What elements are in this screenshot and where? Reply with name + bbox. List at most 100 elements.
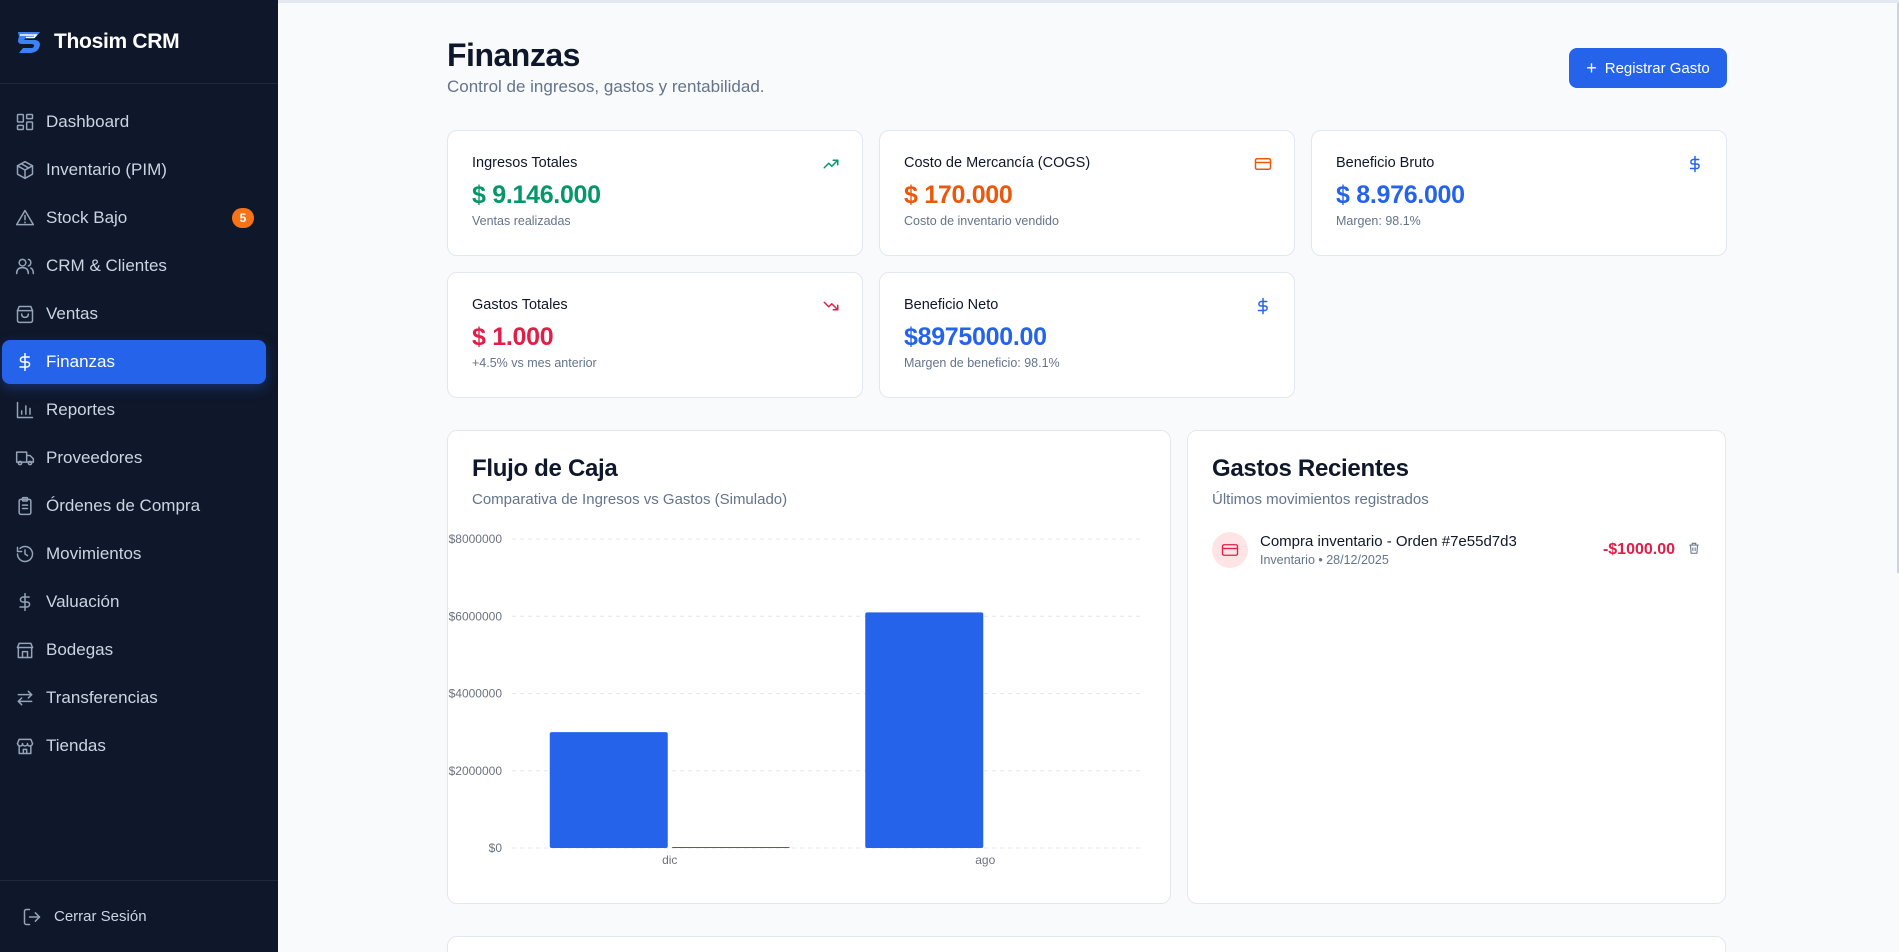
cashflow-card: Flujo de Caja Comparativa de Ingresos vs… [447,430,1171,904]
sidebar-item-inventario[interactable]: Inventario (PIM) [2,148,266,192]
users-icon [14,255,36,277]
sidebar-item-label: Órdenes de Compra [46,496,201,515]
package-icon [14,159,36,181]
logout-button[interactable]: Cerrar Sesión [0,880,278,952]
stat-value: $ 170.000 [904,181,1013,209]
brand[interactable]: Thosim CRM [0,0,278,84]
logout-icon [23,908,41,925]
sidebar-item-finanzas[interactable]: Finanzas [2,340,266,384]
chart-y-tick-label: $6000000 [449,609,503,623]
sidebar-item-label: Reportes [46,400,115,419]
stat-note: +4.5% vs mes anterior [472,356,597,370]
recent-expenses-card: Gastos Recientes Últimos movimientos reg… [1187,430,1726,904]
expense-amount: -$1000.00 [1602,541,1675,558]
dollar-icon [14,351,36,373]
sidebar-item-label: Transferencias [46,688,158,707]
stat-note: Costo de inventario vendido [904,214,1059,228]
bottom-card [447,936,1726,952]
history-icon [14,543,36,565]
sidebar-item-proveedores[interactable]: Proveedores [2,436,266,480]
chart-y-tick-label: $2000000 [449,764,503,778]
cashflow-subtitle: Comparativa de Ingresos vs Gastos (Simul… [472,491,788,508]
main-content: Finanzas Control de ingresos, gastos y r… [278,0,1899,952]
sidebar-item-label: Tiendas [46,736,106,755]
sidebar-item-transferencias[interactable]: Transferencias [2,676,266,720]
page-subtitle: Control de ingresos, gastos y rentabilid… [447,77,765,96]
chart-x-tick-label: dic [662,853,677,867]
sidebar-item-label: Movimientos [46,544,142,563]
sidebar-item-reportes[interactable]: Reportes [2,388,266,432]
cashflow-chart: $0 $2000000 $4000000 $6000000 $8000000 dic ago [449,532,1143,867]
shopping-bag-icon [14,303,36,325]
sidebar-item-label: Dashboard [46,112,130,131]
chart-bar-dic-0[interactable] [549,732,668,848]
thosim-logo-icon [18,31,40,53]
stat-value: $8975000.00 [904,323,1047,351]
brand-name: Thosim CRM [54,29,180,53]
transfer-icon [14,687,36,709]
stock-bajo-badge: 5 [232,208,254,228]
stat-card-cogs: Costo de Mercancía (COGS) $ 170.000 Cost… [879,130,1295,256]
stat-label: Costo de Mercancía (COGS) [904,155,1091,171]
truck-icon [14,447,36,469]
stat-label: Beneficio Neto [904,297,999,313]
stat-card-beneficio-neto: Beneficio Neto $8975000.00 Margen de ben… [879,272,1295,398]
trending-down-icon [822,297,840,315]
sidebar-item-label: Valuación [46,592,120,611]
sidebar-item-crm[interactable]: CRM & Clientes [2,244,266,288]
warehouse-icon [14,639,36,661]
dollar-icon [14,591,36,613]
register-expense-button[interactable]: + Registrar Gasto [1569,48,1727,88]
chart-y-tick-label: $4000000 [449,687,503,701]
sidebar-item-ordenes-compra[interactable]: Órdenes de Compra [2,484,266,528]
page-title: Finanzas [447,37,580,73]
sidebar-item-movimientos[interactable]: Movimientos [2,532,266,576]
chart-bar-ago-0[interactable] [865,612,984,848]
cashflow-title: Flujo de Caja [472,455,618,482]
sidebar-item-label: Finanzas [46,352,115,371]
expenses-title: Gastos Recientes [1212,455,1409,482]
sidebar-item-valuacion[interactable]: Valuación [2,580,266,624]
expense-description: Compra inventario - Orden #7e55d7d3 [1260,533,1517,550]
expense-meta: Inventario • 28/12/2025 [1260,553,1389,567]
expenses-subtitle: Últimos movimientos registrados [1212,491,1429,508]
chart-y-tick-label: $0 [489,841,503,855]
clipboard-icon [14,495,36,517]
sidebar-item-tiendas[interactable]: Tiendas [2,724,266,768]
sidebar-item-ventas[interactable]: Ventas [2,292,266,336]
dollar-icon [1686,155,1704,173]
stat-value: $ 1.000 [472,323,554,351]
sidebar-item-label: Proveedores [46,448,143,467]
chart-y-tick-label: $8000000 [449,532,503,546]
bar-chart-icon [14,399,36,421]
stat-label: Ingresos Totales [472,155,578,171]
sidebar-item-label: Stock Bajo [46,208,128,227]
dollar-icon [1254,297,1272,315]
alert-triangle-icon [14,207,36,229]
trending-up-icon [822,155,840,173]
stat-note: Margen de beneficio: 98.1% [904,356,1060,370]
stat-value: $ 9.146.000 [472,181,601,209]
credit-card-icon [1254,155,1272,173]
stat-label: Beneficio Bruto [1336,155,1435,171]
logout-label: Cerrar Sesión [54,908,147,925]
dashboard-icon [14,111,36,133]
stat-card-gastos: Gastos Totales $ 1.000 +4.5% vs mes ante… [447,272,863,398]
sidebar-item-bodegas[interactable]: Bodegas [2,628,266,672]
stat-label: Gastos Totales [472,297,568,313]
sidebar-nav: Dashboard Inventario (PIM) Stock Bajo 5 … [0,84,278,768]
stat-note: Margen: 98.1% [1336,214,1421,228]
sidebar-item-dashboard[interactable]: Dashboard [2,100,266,144]
stat-value: $ 8.976.000 [1336,181,1465,209]
expense-row: Compra inventario - Orden #7e55d7d3 Inve… [1212,532,1701,568]
stat-card-ingresos: Ingresos Totales $ 9.146.000 Ventas real… [447,130,863,256]
sidebar-item-label: Ventas [46,304,98,323]
sidebar-item-stock-bajo[interactable]: Stock Bajo 5 [2,196,266,240]
stat-card-beneficio-bruto: Beneficio Bruto $ 8.976.000 Margen: 98.1… [1311,130,1727,256]
scrollbar[interactable] [1897,3,1899,573]
register-expense-label: Registrar Gasto [1604,59,1710,77]
store-icon [14,735,36,757]
sidebar: Thosim CRM Dashboard Inventario (PIM) St… [0,0,278,952]
trash-icon[interactable] [1687,541,1701,560]
chart-bar-dic-1[interactable] [671,847,790,848]
